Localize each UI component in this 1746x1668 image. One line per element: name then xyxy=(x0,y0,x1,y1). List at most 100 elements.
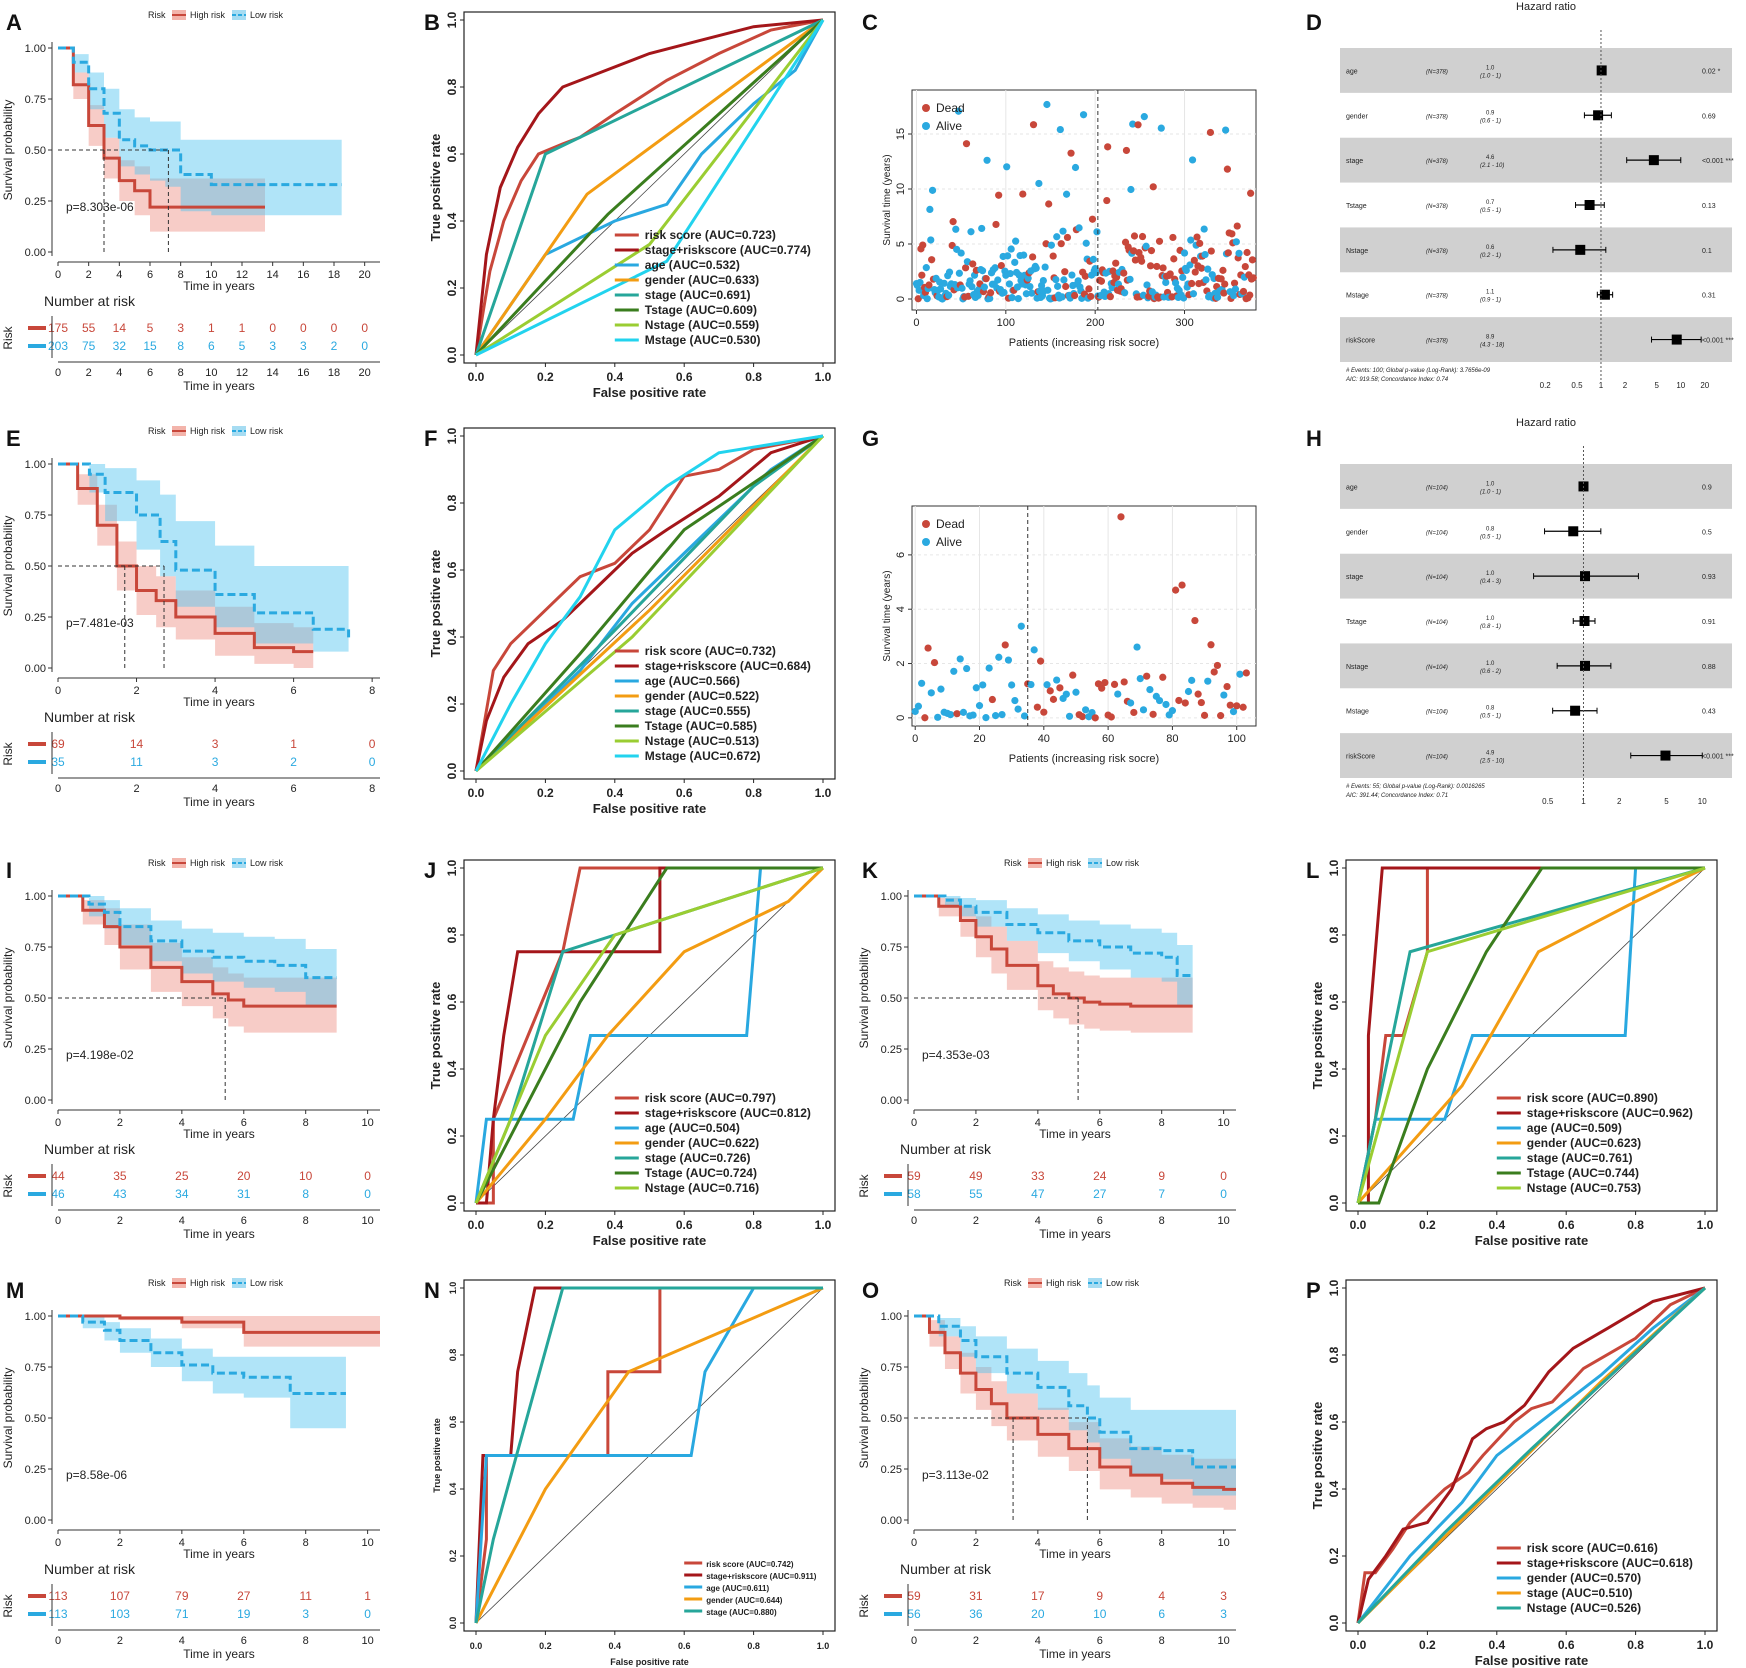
risk-table-cell: 113 xyxy=(48,1607,67,1621)
legend-label-low: Low risk xyxy=(1106,858,1140,868)
point-alive xyxy=(1020,712,1029,720)
panel-letter-B: B xyxy=(424,10,440,35)
point-dead xyxy=(1228,230,1236,238)
point-alive xyxy=(1068,271,1076,279)
risk-table-cell: 0 xyxy=(369,755,376,769)
risk-table-x-tick: 6 xyxy=(147,367,153,379)
forest-footnote: # Events: 55; Global p-value (Log-Rank):… xyxy=(1346,784,1485,790)
point-dead xyxy=(1071,291,1079,300)
point-dead xyxy=(995,191,1003,199)
risk-table-cell: 1 xyxy=(290,737,297,751)
risk-table-cell: 27 xyxy=(1093,1187,1107,1201)
point-alive xyxy=(1186,261,1194,269)
y-tick-label: 0.0 xyxy=(448,1617,458,1630)
y-tick-label: 0.50 xyxy=(25,145,46,157)
point-alive xyxy=(952,225,960,233)
legend-label: Nstage (AUC=0.513) xyxy=(645,734,759,748)
point-dead xyxy=(1029,121,1038,129)
risk-table-cell: 15 xyxy=(143,339,157,353)
point-alive xyxy=(968,283,976,291)
risk-table-cell: 9 xyxy=(1096,1589,1103,1603)
y-tick-label: 0.4 xyxy=(445,628,459,645)
point-dead xyxy=(1063,233,1072,242)
point-dead xyxy=(1166,270,1174,278)
km-panel-K: Risk High risk Low risk 0.00 0.25 0.50 0.75 1.0… xyxy=(857,858,1236,1241)
y-axis-title: Survival time (years) xyxy=(882,154,893,245)
roc-curve-tstage xyxy=(474,434,824,772)
x-tick-label: 0 xyxy=(912,733,918,745)
risk-table-x-tick: 14 xyxy=(267,367,279,379)
y-tick-label: 0.8 xyxy=(445,926,459,943)
risk-table-cell: 17 xyxy=(1031,1589,1045,1603)
x-tick-label: 0.6 xyxy=(1558,1638,1575,1652)
legend-title: Risk xyxy=(1004,858,1022,868)
point-dead xyxy=(1196,239,1204,248)
point-alive xyxy=(1020,251,1028,259)
point-alive xyxy=(1011,258,1019,266)
point-alive xyxy=(1065,712,1074,720)
panel-letter-F: F xyxy=(424,426,437,451)
forest-var: Nstage xyxy=(1346,664,1368,671)
point-dead xyxy=(962,264,970,272)
y-tick-label: 0.0 xyxy=(1327,1194,1341,1211)
x-tick-label: 6 xyxy=(241,1117,247,1129)
point-alive xyxy=(1053,676,1061,684)
x-tick-label: 0.4 xyxy=(606,370,623,384)
point-alive xyxy=(1082,706,1090,714)
legend-label: risk score (AUC=0.890) xyxy=(1527,1091,1658,1105)
x-tick-label: 8 xyxy=(303,1117,309,1129)
y-tick-label: 1.0 xyxy=(445,859,459,876)
panel-letter-P: P xyxy=(1306,1278,1321,1303)
point-alive xyxy=(1062,690,1070,698)
x-tick-label: 0.8 xyxy=(1627,1638,1644,1652)
point-alive xyxy=(1231,285,1240,293)
risk-table-cell: 3 xyxy=(212,755,219,769)
risk-table-cell: 11 xyxy=(299,1589,312,1603)
point-alive xyxy=(940,279,948,287)
roc-panel-P: 0.0 0.2 0.4 0.6 0.8 1.0 0.0 0.2 0.4 0.6 0.8 1.0 Fals… xyxy=(1310,1279,1718,1668)
roc-curve-nstage xyxy=(1356,866,1706,1204)
x-tick-label: 1.0 xyxy=(815,1218,832,1232)
forest-hr: 0.8 xyxy=(1486,706,1495,712)
legend-label-high: High risk xyxy=(1046,858,1082,868)
point-dead xyxy=(928,256,936,264)
risk-table-y-title: Risk xyxy=(857,1593,871,1617)
risk-table-cell: 3 xyxy=(1220,1589,1227,1603)
legend-label: age (AUC=0.504) xyxy=(645,1121,740,1135)
y-tick-label: 0.0 xyxy=(445,762,459,779)
point-dead xyxy=(1169,233,1177,242)
x-tick-label: 0.6 xyxy=(676,786,693,800)
point-alive xyxy=(956,655,964,663)
point-dead xyxy=(1181,699,1189,707)
forest-estimate xyxy=(1570,705,1581,716)
point-dead xyxy=(953,710,961,718)
risk-table-x-tick: 10 xyxy=(1217,1215,1229,1227)
roc-curve-riskscore xyxy=(474,434,824,772)
legend-label: stage+riskscore (AUC=0.812) xyxy=(645,1106,811,1120)
km-curve-high xyxy=(58,1314,380,1334)
km-curve-high xyxy=(58,462,314,654)
forest-ci: (0.5 - 1) xyxy=(1480,714,1501,720)
x-tick-label: 1.0 xyxy=(817,1641,830,1651)
risk-table-cell: 19 xyxy=(237,1607,251,1621)
forest-x-tick: 5 xyxy=(1664,797,1669,806)
y-tick-label: 1.0 xyxy=(445,11,459,28)
point-alive xyxy=(934,713,942,721)
x-tick-label: 300 xyxy=(1175,317,1193,329)
point-alive xyxy=(1028,289,1036,297)
legend-label-high: High risk xyxy=(190,858,226,868)
point-dead xyxy=(1107,713,1115,721)
x-tick-label: 10 xyxy=(1217,1537,1229,1549)
roc-panel-F: 0.0 0.2 0.4 0.6 0.8 1.0 0.0 0.2 0.4 0.6 0.8 1.0 Fals… xyxy=(428,427,836,816)
risk-table-cell: 31 xyxy=(969,1589,983,1603)
panel-letter-E: E xyxy=(6,426,21,451)
forest-p: <0.001 *** xyxy=(1702,158,1734,165)
forest-hr: 1.0 xyxy=(1486,571,1495,577)
roc-curve-nstage xyxy=(1356,1286,1707,1625)
point-dead xyxy=(925,281,933,289)
point-alive xyxy=(1022,290,1030,298)
forest-x-tick: 5 xyxy=(1655,381,1660,390)
y-tick-label: 0.25 xyxy=(25,1464,46,1476)
risk-table-title: Number at risk xyxy=(44,709,136,725)
x-tick-label: 0 xyxy=(911,1117,917,1129)
